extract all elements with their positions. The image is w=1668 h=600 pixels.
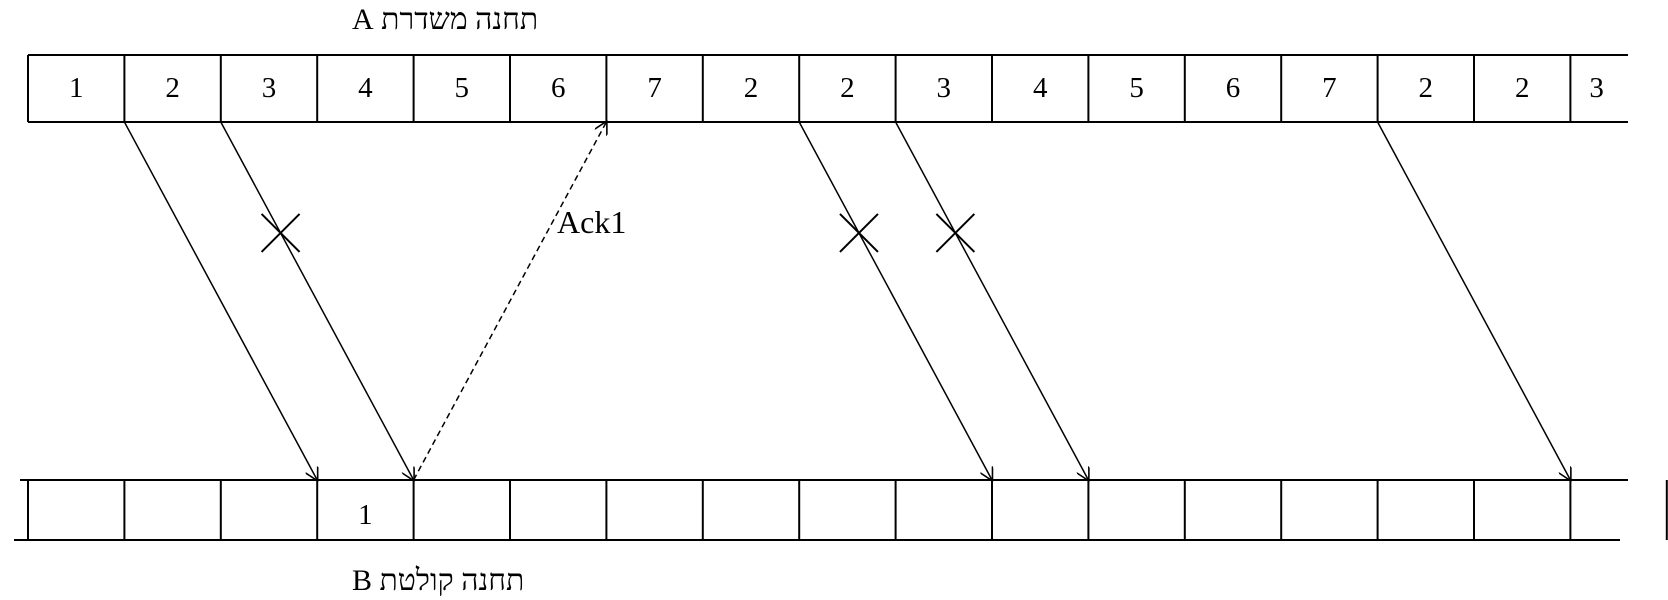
sender-frame-label: 7	[647, 72, 662, 104]
sender-frame-label: 6	[551, 72, 566, 104]
frame-transmission-arrow	[220, 121, 414, 480]
receiver-timeline: 1	[14, 479, 1668, 541]
frame-transmission-arrow	[894, 121, 1089, 480]
ack-label: Ack1	[557, 204, 626, 240]
sender-frame-label: 4	[358, 72, 373, 104]
sender-timeline: 1 2 3 4 5 6 7 2 2 3 4 5 6 7 2 2 3	[27, 54, 1628, 123]
receiver-slot-label: 1	[358, 499, 373, 531]
transmission-arrows	[123, 121, 1571, 481]
sender-frame-label: 3	[1589, 72, 1604, 104]
sender-frame-label: 2	[1515, 72, 1530, 104]
station-a-label: תחנה משדרת A	[352, 3, 538, 36]
lost-frame-cross-mark	[935, 213, 976, 253]
frame-transmission-arrow	[123, 121, 317, 480]
sender-frame-label: 2	[744, 72, 759, 104]
sender-frame-label: 3	[937, 72, 952, 104]
sender-frame-label: 7	[1322, 72, 1337, 104]
lost-frame-cross-mark	[260, 213, 301, 253]
sender-frame-label: 2	[840, 72, 855, 104]
sender-frame-label: 4	[1033, 72, 1048, 104]
sender-frame-label: 1	[69, 72, 84, 104]
sender-frame-label: 2	[1419, 72, 1434, 104]
sender-frame-label: 5	[455, 72, 470, 104]
sender-frame-label: 2	[165, 72, 180, 104]
frame-transmission-arrow	[1376, 121, 1571, 480]
lost-frame-cross-mark	[839, 213, 879, 253]
sender-frame-label: 3	[262, 72, 277, 104]
ack-arrow	[412, 122, 607, 481]
sender-frame-label: 5	[1129, 72, 1144, 104]
sender-frame-label: 6	[1226, 72, 1241, 104]
station-b-label: תחנה קולטת B	[352, 564, 524, 597]
frame-transmission-arrow	[798, 121, 992, 480]
